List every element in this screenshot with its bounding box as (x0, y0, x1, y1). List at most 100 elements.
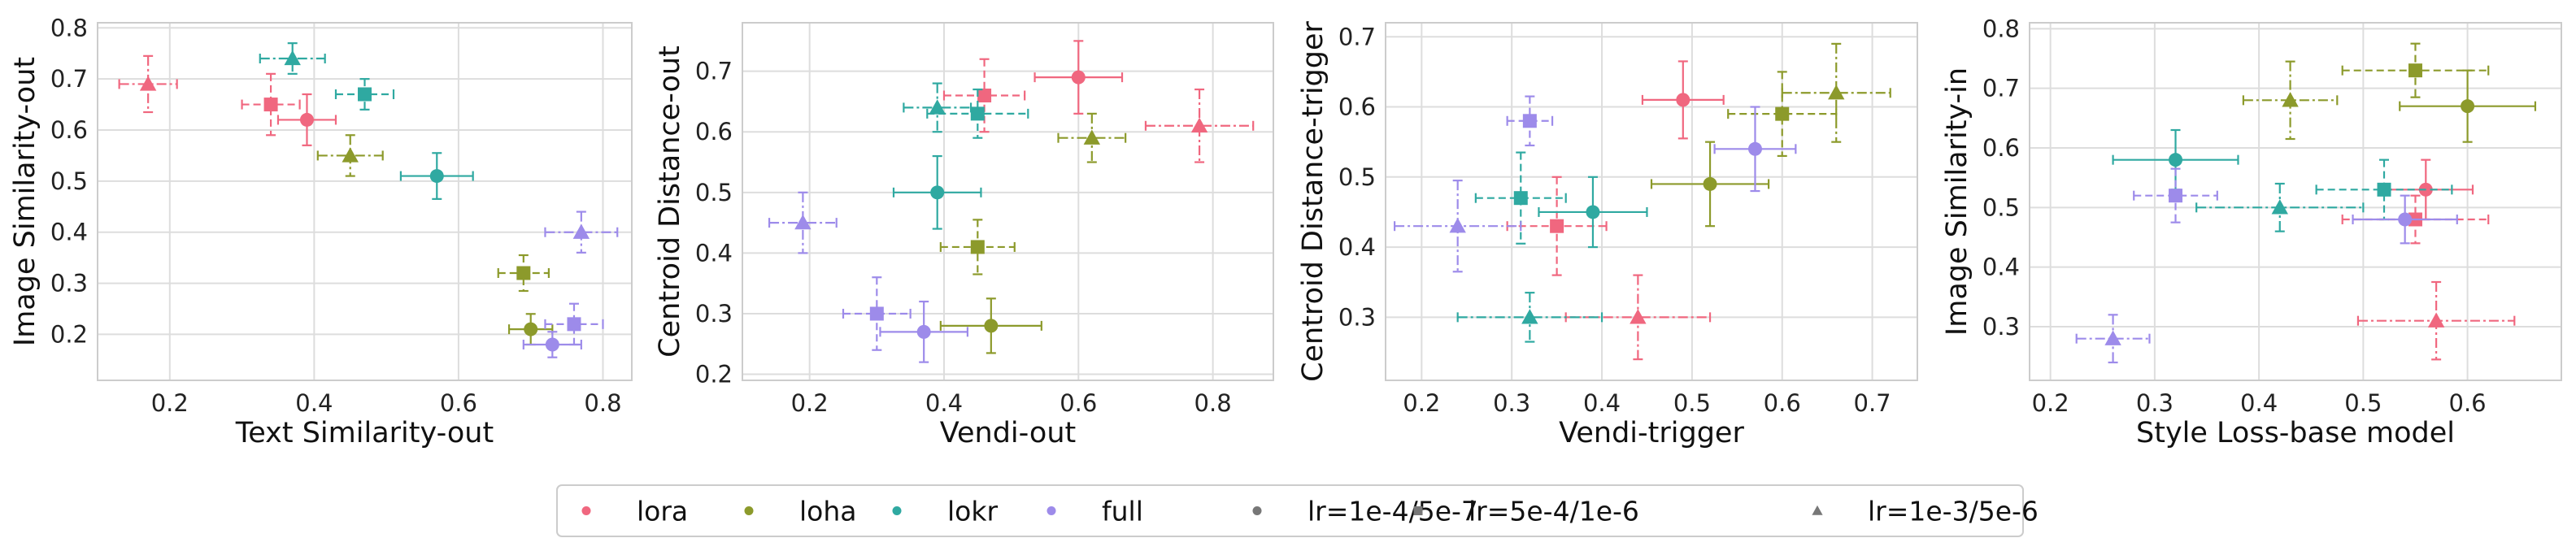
x-tick-label: 0.5 (2344, 389, 2382, 417)
legend-marker (1046, 506, 1056, 515)
x-tick-label: 0.2 (791, 389, 829, 417)
y-tick-label: 0.5 (695, 179, 733, 206)
data-point-full (2075, 314, 2151, 364)
point-marker (1586, 205, 1600, 219)
legend-item: lokr (892, 496, 998, 527)
y-tick-label: 0.2 (695, 361, 733, 388)
y-tick-label: 0.6 (1982, 134, 2020, 162)
legend-item: lr=1e-3/5e-6 (1812, 496, 2039, 527)
x-tick-label: 0.8 (1194, 389, 1232, 417)
point-marker (299, 112, 314, 127)
point-marker (429, 169, 444, 184)
point-marker (2461, 99, 2475, 114)
legend-marker (1812, 505, 1823, 515)
x-axis-label: Vendi-trigger (1559, 417, 1744, 449)
x-tick-label: 0.2 (2032, 389, 2069, 417)
x-tick-label: 0.2 (1403, 389, 1440, 417)
point-marker (1071, 70, 1086, 85)
y-tick-label: 0.8 (1982, 15, 2020, 42)
y-tick-label: 0.6 (695, 118, 733, 145)
y-axis-label: Image Similarity-in (1941, 67, 1973, 336)
point-marker (929, 99, 946, 115)
data-point-lokr (259, 42, 326, 75)
legend-item: lora (581, 496, 688, 527)
x-tick-label: 0.6 (1060, 389, 1097, 417)
data-point-loha (507, 313, 554, 346)
data-point-lora (1506, 176, 1608, 276)
data-point-loha (1727, 71, 1838, 158)
point-marker (139, 76, 157, 91)
data-point-loha (497, 254, 550, 293)
data-point-lokr (1456, 292, 1603, 343)
y-tick-label: 0.2 (50, 320, 88, 348)
y-axis-label: Centroid Distance-out (654, 46, 686, 358)
point-marker (1630, 309, 1647, 324)
point-marker (2408, 63, 2422, 78)
legend-item: full (1046, 496, 1143, 527)
point-marker (2271, 199, 2288, 215)
point-marker (970, 106, 985, 121)
legend-item: lr=5e-4/1e-6 (1413, 496, 1639, 527)
plot-frame (2029, 22, 2562, 381)
data-point-lokr (334, 78, 395, 111)
point-marker (2398, 212, 2413, 227)
point-marker (567, 317, 581, 332)
data-point-lokr (1474, 151, 1567, 245)
y-tick-label: 0.5 (50, 167, 88, 195)
y-tick-label: 0.3 (695, 300, 733, 328)
data-point-loha (316, 134, 384, 177)
plot-frame (1385, 22, 1918, 381)
data-point-full (544, 302, 604, 346)
legend-item: lr=1e-4/5e-7 (1252, 496, 1478, 527)
chart-panel: 0.2 0.3 0.4 0.5 0.6 0.3 0.4 0.5 0.6 0.7 0.8 Style L… (1941, 15, 2562, 449)
y-tick-label: 0.4 (1982, 254, 2020, 281)
x-tick-label: 0.6 (440, 389, 477, 417)
point-marker (1775, 106, 1790, 121)
plot-frame (742, 22, 1274, 381)
y-tick-label: 0.5 (1982, 193, 2020, 221)
y-tick-label: 0.7 (1982, 75, 2020, 102)
data-point-full (2133, 167, 2218, 223)
point-marker (1676, 93, 1690, 107)
data-point-full (1506, 95, 1554, 147)
data-point-full (879, 300, 969, 363)
x-axis-label: Text Similarity-out (235, 417, 494, 449)
point-marker (2427, 312, 2445, 328)
legend-marker (1413, 506, 1423, 515)
data-point-full (544, 210, 619, 254)
point-marker (2282, 92, 2299, 107)
y-axis-label: Centroid Distance-trigger (1297, 20, 1329, 381)
data-point-full (1713, 106, 1797, 193)
point-marker (1703, 176, 1717, 191)
point-marker (263, 98, 278, 112)
legend-label: full (1102, 496, 1143, 527)
point-marker (1449, 217, 1466, 233)
point-marker (2104, 330, 2121, 345)
data-point-loha (939, 219, 1016, 276)
legend-label: lora (637, 496, 688, 527)
point-marker (916, 324, 931, 339)
y-tick-label: 0.5 (1338, 163, 1376, 191)
x-tick-label: 0.4 (1583, 389, 1621, 417)
legend-label: lr=1e-4/5e-7 (1308, 496, 1478, 527)
x-tick-label: 0.4 (2240, 389, 2278, 417)
point-marker (1521, 309, 1538, 324)
y-tick-label: 0.7 (1338, 23, 1376, 50)
chart-panel: 0.2 0.3 0.4 0.5 0.6 0.7 0.3 0.4 0.5 0.6 0.7 Vendi-t… (1297, 20, 1918, 449)
data-point-lokr (2315, 158, 2453, 221)
y-tick-label: 0.4 (695, 239, 733, 267)
data-point-lokr (903, 82, 973, 133)
data-point-lora (276, 93, 337, 146)
point-marker (930, 185, 945, 200)
x-axis-label: Style Loss-base model (2136, 417, 2455, 449)
data-point-lora (2356, 280, 2516, 361)
x-tick-label: 0.4 (925, 389, 963, 417)
x-tick-label: 0.3 (2136, 389, 2174, 417)
data-point-lora (1033, 40, 1124, 115)
y-tick-label: 0.6 (1338, 93, 1376, 121)
legend-frame (556, 484, 2024, 537)
point-marker (1190, 117, 1208, 132)
y-tick-label: 0.3 (50, 270, 88, 297)
point-marker (1550, 219, 1564, 233)
point-marker (1828, 85, 1845, 100)
